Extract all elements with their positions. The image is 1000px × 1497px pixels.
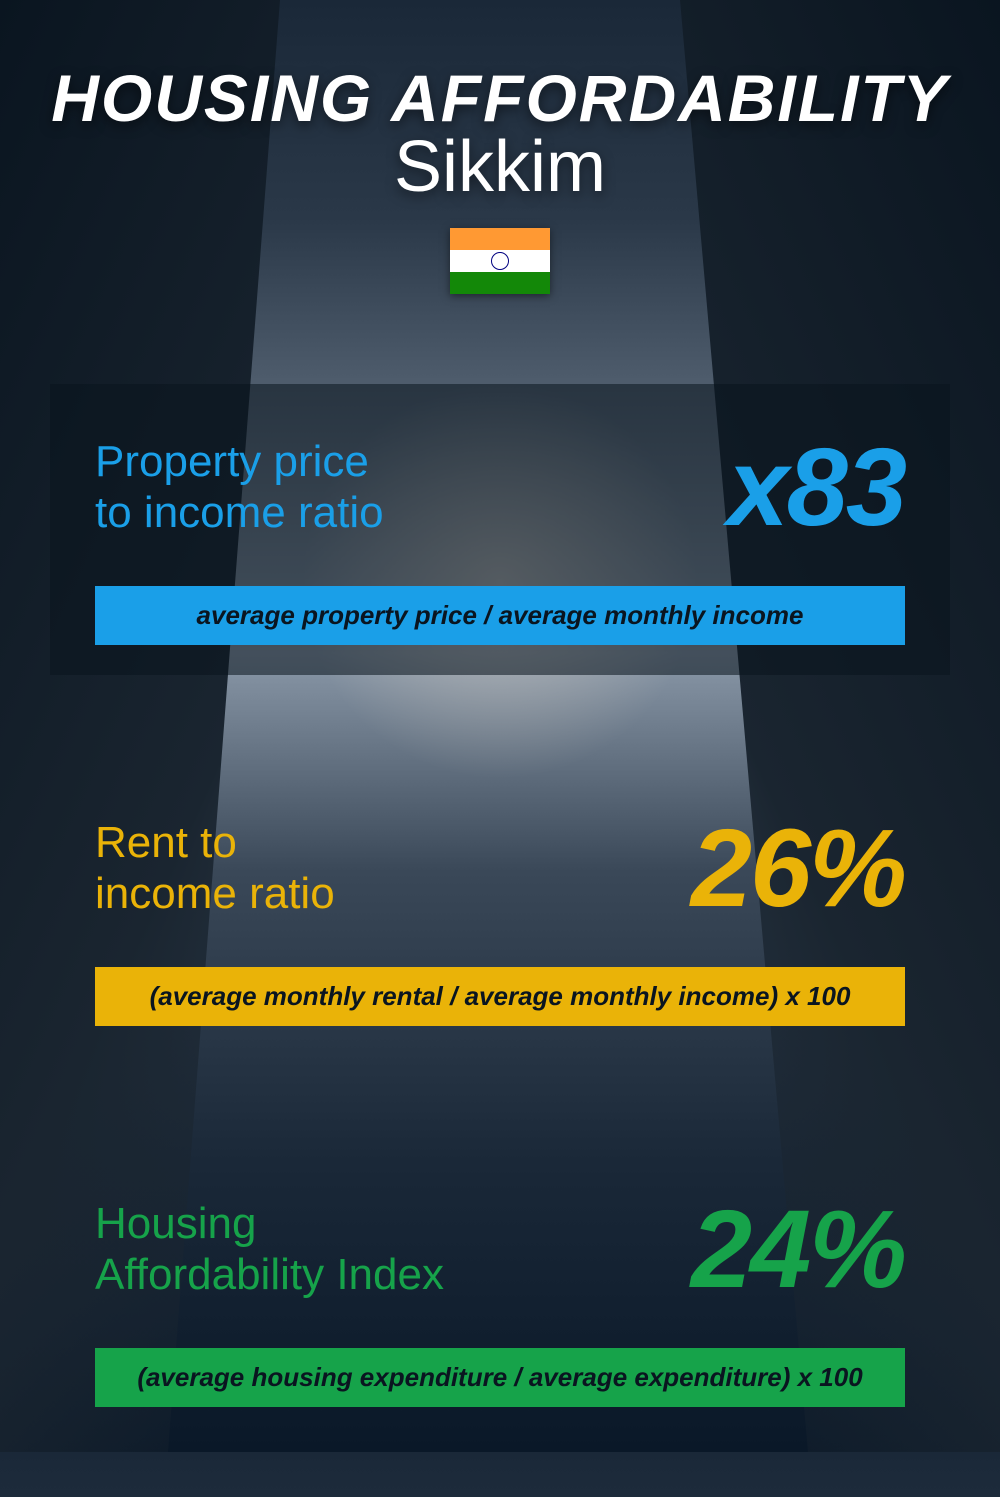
- india-flag-icon: [450, 228, 550, 294]
- formula-bar: (average monthly rental / average monthl…: [95, 967, 905, 1026]
- metric-label-line2: income ratio: [95, 869, 335, 918]
- formula-bar: average property price / average monthly…: [95, 586, 905, 645]
- metric-row: Housing Affordability Index 24%: [95, 1186, 905, 1313]
- content-container: HOUSING AFFORDABILITY Sikkim Property pr…: [0, 0, 1000, 1497]
- flag-stripe-white: [450, 250, 550, 272]
- metric-card-property-price: Property price to income ratio x83 avera…: [50, 384, 950, 675]
- metric-row: Property price to income ratio x83: [95, 424, 905, 551]
- formula-bar: (average housing expenditure / average e…: [95, 1348, 905, 1407]
- ashoka-chakra-icon: [491, 252, 509, 270]
- metric-value: x83: [727, 424, 905, 551]
- metric-label-line1: Housing: [95, 1199, 256, 1248]
- main-title: HOUSING AFFORDABILITY: [50, 60, 950, 136]
- region-subtitle: Sikkim: [50, 126, 950, 208]
- metric-label-line1: Rent to: [95, 818, 237, 867]
- metric-value: 26%: [691, 805, 905, 932]
- metric-label: Rent to income ratio: [95, 818, 335, 919]
- metric-label: Property price to income ratio: [95, 437, 384, 538]
- metric-label-line2: to income ratio: [95, 488, 384, 537]
- flag-stripe-green: [450, 272, 550, 294]
- metric-row: Rent to income ratio 26%: [95, 805, 905, 932]
- metric-card-affordability-index: Housing Affordability Index 24% (average…: [50, 1146, 950, 1437]
- flag-stripe-saffron: [450, 228, 550, 250]
- metric-label-line1: Property price: [95, 437, 369, 486]
- metric-value: 24%: [691, 1186, 905, 1313]
- metric-card-rent-income: Rent to income ratio 26% (average monthl…: [50, 765, 950, 1056]
- metric-label: Housing Affordability Index: [95, 1199, 444, 1300]
- metric-label-line2: Affordability Index: [95, 1250, 444, 1299]
